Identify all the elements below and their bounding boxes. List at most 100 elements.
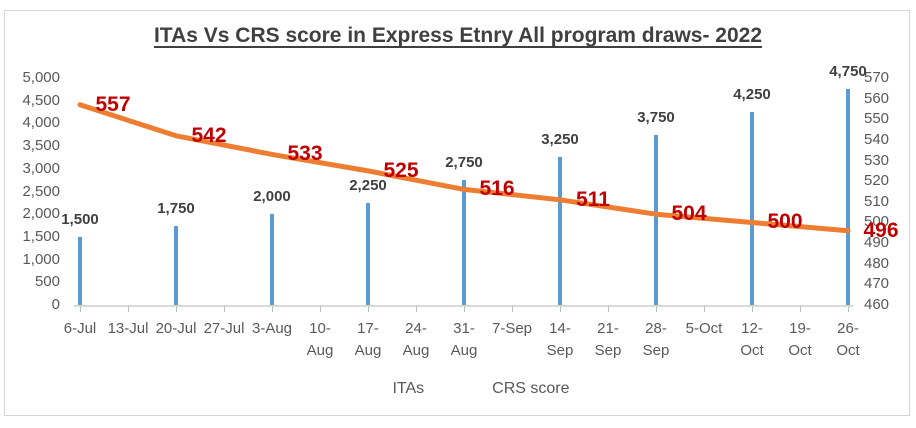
x-axis-tick-label-line: Oct [836, 342, 860, 359]
x-axis-tick-label-line: 10- [309, 320, 331, 337]
x-axis-tick-label-line: 7-Sep [491, 320, 533, 337]
x-axis-tick-label: 20-Jul [148, 318, 204, 340]
x-axis-tickmark [80, 306, 81, 312]
x-axis-tickmark [128, 306, 129, 312]
x-axis-tickmark [416, 306, 417, 312]
left-axis-tick-label: 1,000 [22, 250, 60, 268]
itas-bar [558, 157, 562, 305]
itas-bar-data-label: 3,250 [541, 131, 579, 149]
x-axis-tick-label-line: Sep [594, 342, 622, 359]
x-axis-tick-label: 17- Aug [340, 318, 396, 362]
line-swatch-icon [442, 387, 485, 392]
itas-bar-data-label: 4,750 [829, 63, 867, 81]
x-axis-tick-label-line: 17- [357, 320, 379, 337]
x-axis-tick-label: 31- Aug [436, 318, 492, 362]
itas-bar [78, 236, 82, 305]
right-axis-tick-label: 570 [864, 69, 890, 86]
x-axis-tick-label-line: 19- [789, 320, 811, 337]
x-axis-tickmark [512, 306, 513, 312]
x-axis-line [74, 305, 853, 307]
x-axis-tickmark [464, 306, 465, 312]
x-axis-tick-label-line: 31- [453, 320, 475, 337]
itas-bar-data-label: 1,500 [61, 210, 99, 228]
x-axis-tick-label: 24- Aug [388, 318, 444, 362]
itas-bar-data-label: 2,750 [445, 154, 483, 172]
right-axis-tick-label: 550 [864, 110, 890, 128]
left-axis-tick-label: 3,000 [22, 159, 60, 177]
x-axis-tick-label-line: Aug [450, 342, 478, 359]
x-axis-tick-label-line: 5-Oct [685, 320, 723, 337]
crs-score-data-label: 533 [287, 142, 323, 166]
x-axis-tickmark [320, 306, 321, 312]
right-axis-tick-label: 510 [864, 192, 890, 210]
x-axis-tick-label: 19- Oct [772, 318, 828, 362]
x-axis-tick-label: 13-Jul [100, 318, 156, 340]
x-axis-tick-label: 21- Sep [580, 318, 636, 362]
x-axis-tick-label-line: 20-Jul [155, 320, 197, 337]
itas-bar [846, 89, 850, 305]
left-axis-tick-label: 2,500 [22, 182, 60, 200]
legend-item-itas: ITAs [346, 380, 424, 398]
x-axis-tickmark [224, 306, 225, 312]
x-axis-tick-label: 10- Aug [292, 318, 348, 362]
x-axis-tickmark [656, 306, 657, 312]
right-axis-tick-label: 470 [864, 275, 890, 293]
x-axis-tick-label-line: 21- [597, 320, 619, 337]
left-axis-tick-label: 4,500 [22, 91, 60, 109]
right-axis-tick-label: 480 [864, 254, 890, 272]
x-axis-tickmark [560, 306, 561, 312]
left-axis-tick-label: 2,000 [22, 205, 60, 223]
right-axis-tick-label: 530 [864, 151, 890, 169]
right-axis-tick-label: 460 [864, 296, 890, 313]
legend-item-crs-score: CRS score [442, 380, 569, 398]
legend-label-crs-score: CRS score [492, 380, 570, 397]
crs-score-data-label: 496 [863, 218, 899, 242]
crs-score-data-label: 525 [383, 158, 419, 182]
x-axis-tick-label: 6-Jul [52, 318, 108, 340]
x-axis-tick-label-line: 26- [837, 320, 859, 337]
right-axis-tick-label: 540 [864, 130, 890, 148]
itas-bar [270, 214, 274, 305]
x-axis-tick-label-line: Sep [642, 342, 670, 359]
left-axis-tick-label: 1,500 [22, 227, 60, 245]
x-axis-tickmark [848, 306, 849, 312]
legend-label-itas: ITAs [392, 380, 425, 397]
legend: ITAs CRS score [0, 380, 916, 398]
x-axis-tick-label: 7-Sep [484, 318, 540, 340]
crs-score-data-label: 557 [95, 92, 131, 116]
crs-score-data-label: 511 [576, 187, 610, 211]
crs-score-data-label: 542 [191, 123, 227, 147]
left-axis-tick-label: 4,000 [22, 114, 60, 132]
crs-score-data-label: 516 [479, 177, 515, 201]
right-axis-tick-label: 520 [864, 172, 890, 190]
x-axis-tick-label-line: Aug [354, 342, 382, 359]
x-axis-tick-label: 12- Oct [724, 318, 780, 362]
x-axis-tickmark [800, 306, 801, 312]
x-axis-tick-label: 5-Oct [676, 318, 732, 340]
itas-bar-data-label: 2,000 [253, 188, 291, 206]
right-axis-tick-label: 560 [864, 89, 890, 107]
x-axis-tick-label: 3-Aug [244, 318, 300, 340]
x-axis-tick-label: 14- Sep [532, 318, 588, 362]
x-axis-tick-label-line: 27-Jul [203, 320, 245, 337]
crs-score-data-label: 500 [767, 210, 803, 234]
left-axis-tick-label: 5,000 [22, 69, 60, 86]
itas-bar [366, 202, 370, 305]
itas-bar-data-label: 3,750 [637, 108, 675, 126]
x-axis-tick-label-line: 24- [405, 320, 427, 337]
x-axis-tick-label-line: 12- [741, 320, 763, 337]
x-axis-tickmark [704, 306, 705, 312]
left-axis-tick-label: 3,500 [22, 137, 60, 155]
x-axis-tick-label-line: 14- [549, 320, 571, 337]
itas-bar [750, 112, 754, 305]
x-axis-tickmark [608, 306, 609, 312]
itas-bar-data-label: 4,250 [733, 86, 771, 104]
x-axis-tick-label: 27-Jul [196, 318, 252, 340]
itas-bar [462, 180, 466, 305]
x-axis-tickmark [176, 306, 177, 312]
x-axis-tickmark [752, 306, 753, 312]
right-axis-tick-label: 490 [864, 234, 890, 252]
x-axis-tick-label-line: Oct [788, 342, 812, 359]
bar-swatch-icon [346, 384, 385, 394]
